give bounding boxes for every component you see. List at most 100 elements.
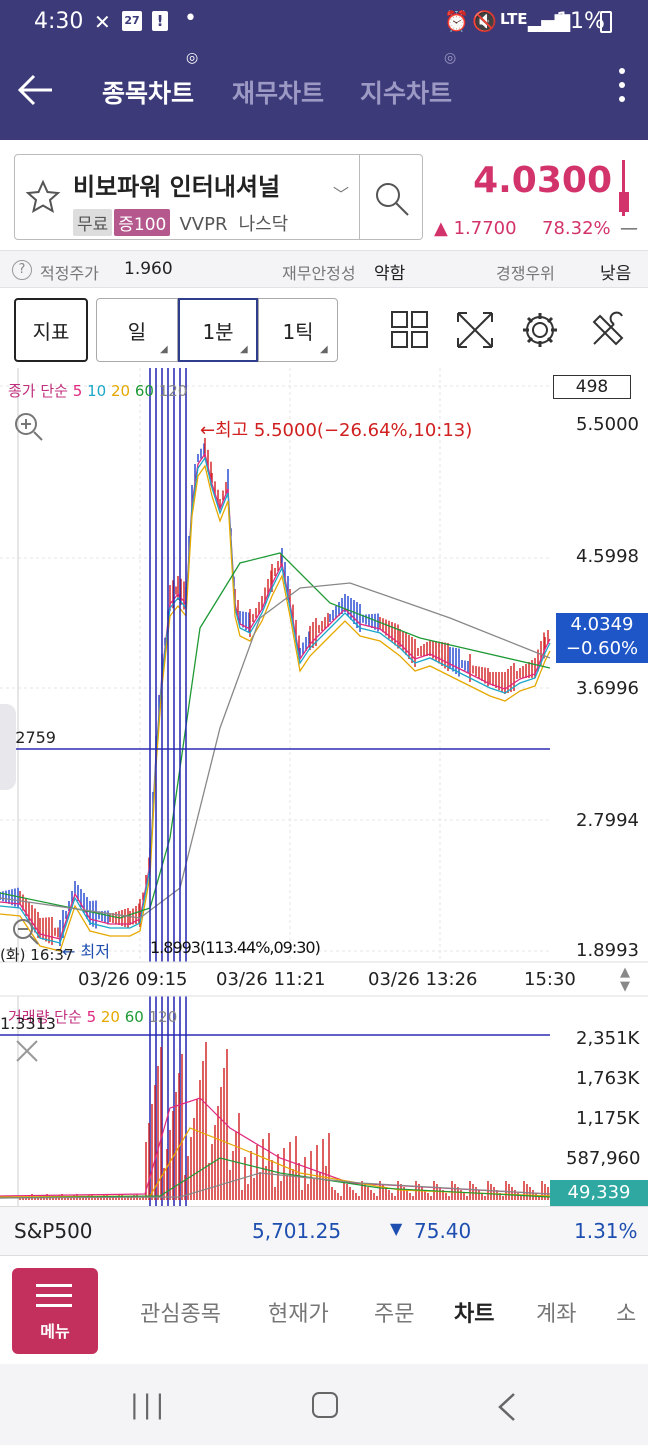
- tab-index-chart[interactable]: 지수차트: [360, 79, 453, 108]
- current-volume-marker: 49,339: [550, 1180, 648, 1206]
- nav-chart[interactable]: 차트: [454, 1302, 495, 1327]
- tab-financial-chart[interactable]: 재무차트: [232, 79, 325, 108]
- financial-stability-label: 재무안정성: [282, 264, 356, 283]
- low-overlap-text: 1.8993(113.44%,09:30): [150, 938, 321, 957]
- status-bar: 4:30 ✕ 27 ! • ⏰ 🔇 LTE ▂▄▆ 11%: [0, 0, 648, 46]
- menu-label: 메뉴: [40, 1322, 70, 1341]
- tools-icon[interactable]: [588, 310, 628, 350]
- legend-ma20: 20: [110, 382, 131, 400]
- favorite-star-icon[interactable]: [25, 179, 61, 215]
- fullscreen-icon[interactable]: [455, 310, 495, 350]
- home-icon[interactable]: [312, 1392, 338, 1418]
- chart-area[interactable]: 종가 단순 5 10 20 60 120 498 5.5000 4.5998 3…: [0, 368, 648, 1208]
- volume-legend: 거래량 단순 5 20 60 120: [8, 1006, 177, 1027]
- legend-ma10: 10: [87, 382, 107, 400]
- nav-current-price[interactable]: 현재가: [268, 1302, 329, 1327]
- zoom-in-icon[interactable]: [12, 410, 44, 442]
- index-pct: 1.31%: [574, 1219, 638, 1243]
- volume-y-tick: 1,763K: [576, 1068, 640, 1089]
- volume-y-tick: 587,960: [566, 1148, 641, 1169]
- system-nav-bar: |||: [0, 1364, 648, 1445]
- alarm-icon: ⏰: [444, 9, 469, 33]
- chevron-down-icon[interactable]: ﹀: [333, 185, 350, 204]
- y-tick: 5.5000: [576, 414, 639, 435]
- calendar-icon: 27: [122, 11, 142, 31]
- side-drawer-handle[interactable]: [0, 704, 16, 790]
- close-indicator-icon[interactable]: [12, 1036, 42, 1066]
- recent-apps-icon[interactable]: |||: [130, 1390, 169, 1420]
- left-arrow-icon: ←: [62, 942, 76, 961]
- index-ticker-bar[interactable]: S&P500 5,701.25 ▼ 75.40 1.31%: [0, 1206, 648, 1256]
- stock-selector[interactable]: 비보파워 인터내셔널 ﹀ 무료 증100 VVPR 나스닥: [14, 154, 360, 240]
- fair-price-value: 1.960: [124, 259, 173, 279]
- price-candle-wick: [622, 160, 625, 216]
- chart-grid: [0, 368, 550, 1208]
- bottom-nav: [0, 1256, 648, 1364]
- current-price-marker: 4.0349 −0.60%: [556, 613, 648, 663]
- competitive-advantage-label: 경쟁우위: [496, 264, 555, 283]
- zoom-out-icon[interactable]: [10, 916, 40, 946]
- vma20-line: [0, 1127, 551, 1198]
- dropdown-corner-icon: ◢: [160, 344, 168, 355]
- legend-ma120: 120: [158, 382, 188, 400]
- legend-vma60: 60: [124, 1008, 144, 1026]
- alert-icon: !: [152, 11, 168, 31]
- vma60-line: [0, 1157, 551, 1199]
- menu-button[interactable]: 메뉴: [12, 1268, 98, 1354]
- battery-icon: [600, 11, 612, 33]
- layout-grid-icon[interactable]: [390, 310, 430, 350]
- y-tick: 3.6996: [576, 678, 639, 699]
- price-legend: 종가 단순 5 10 20 60 120: [8, 380, 187, 401]
- nav-more[interactable]: 소: [616, 1302, 637, 1327]
- down-triangle-icon: ▼: [390, 1219, 403, 1238]
- tab-badge-icon: ◎: [444, 50, 457, 66]
- settings-gear-icon[interactable]: [520, 310, 560, 350]
- left-arrow-icon: ←: [200, 420, 216, 441]
- indicator-button[interactable]: 지표: [14, 298, 88, 362]
- back-icon[interactable]: [496, 1392, 518, 1422]
- period-day-button[interactable]: 일: [96, 298, 178, 362]
- price-volume-chart[interactable]: [0, 368, 648, 1208]
- nav-order[interactable]: 주문: [374, 1302, 415, 1327]
- ma120-line: [0, 582, 551, 919]
- tab-badge-icon: ◎: [186, 50, 199, 66]
- dropdown-corner-icon: ◢: [240, 344, 248, 355]
- hamburger-icon: [36, 1284, 72, 1287]
- volume-line-label: 1.3313: [0, 1014, 56, 1033]
- vma5-line: [0, 1097, 551, 1197]
- more-menu-icon[interactable]: [612, 68, 632, 102]
- search-button[interactable]: [360, 154, 423, 240]
- dropdown-corner-icon: ◢: [320, 344, 328, 355]
- period-tick-button[interactable]: 1틱: [258, 298, 338, 362]
- nav-account[interactable]: 계좌: [536, 1302, 577, 1327]
- tab-stock-chart[interactable]: 종목차트: [102, 79, 195, 108]
- index-value: 5,701.25: [252, 1219, 342, 1243]
- status-time: 4:30: [34, 9, 84, 34]
- financial-stability-value: 약함: [374, 264, 406, 284]
- ticker-label: VVPR: [179, 214, 228, 235]
- stock-name: 비보파워 인터내셔널: [73, 173, 281, 201]
- help-icon[interactable]: ?: [12, 260, 32, 280]
- market-label: 나스닥: [238, 214, 289, 235]
- index-change: 75.40: [414, 1219, 472, 1243]
- network-label: LTE: [500, 10, 528, 28]
- battery-percent: 11%: [556, 9, 605, 34]
- back-arrow-icon[interactable]: [16, 72, 56, 108]
- legend-vma5: 5: [86, 1008, 97, 1026]
- y-tick: 4.5998: [576, 546, 639, 567]
- signal-icon: ▂▄▆: [528, 8, 570, 32]
- ma10-line: [0, 456, 551, 944]
- period-minute-button[interactable]: 1분: [178, 298, 258, 362]
- fair-price-label: 적정주가: [40, 264, 99, 283]
- nav-watchlist[interactable]: 관심종목: [140, 1302, 221, 1327]
- x-tick: 03/26 11:21: [216, 969, 326, 990]
- y-tick: 1.8993: [576, 940, 639, 961]
- volume-legend-title: 거래량 단순: [8, 1008, 82, 1026]
- price-change-pct: 78.32%: [542, 218, 611, 239]
- x-tick: 03/26 09:15: [78, 969, 188, 990]
- x-tick: 03/26 13:26: [368, 969, 478, 990]
- legend-ma60: 60: [134, 382, 154, 400]
- margin-badge: 증100: [114, 209, 171, 236]
- volume-y-tick: 1,175K: [576, 1108, 640, 1129]
- axis-scroll-icon[interactable]: ▲ ▼: [620, 965, 630, 994]
